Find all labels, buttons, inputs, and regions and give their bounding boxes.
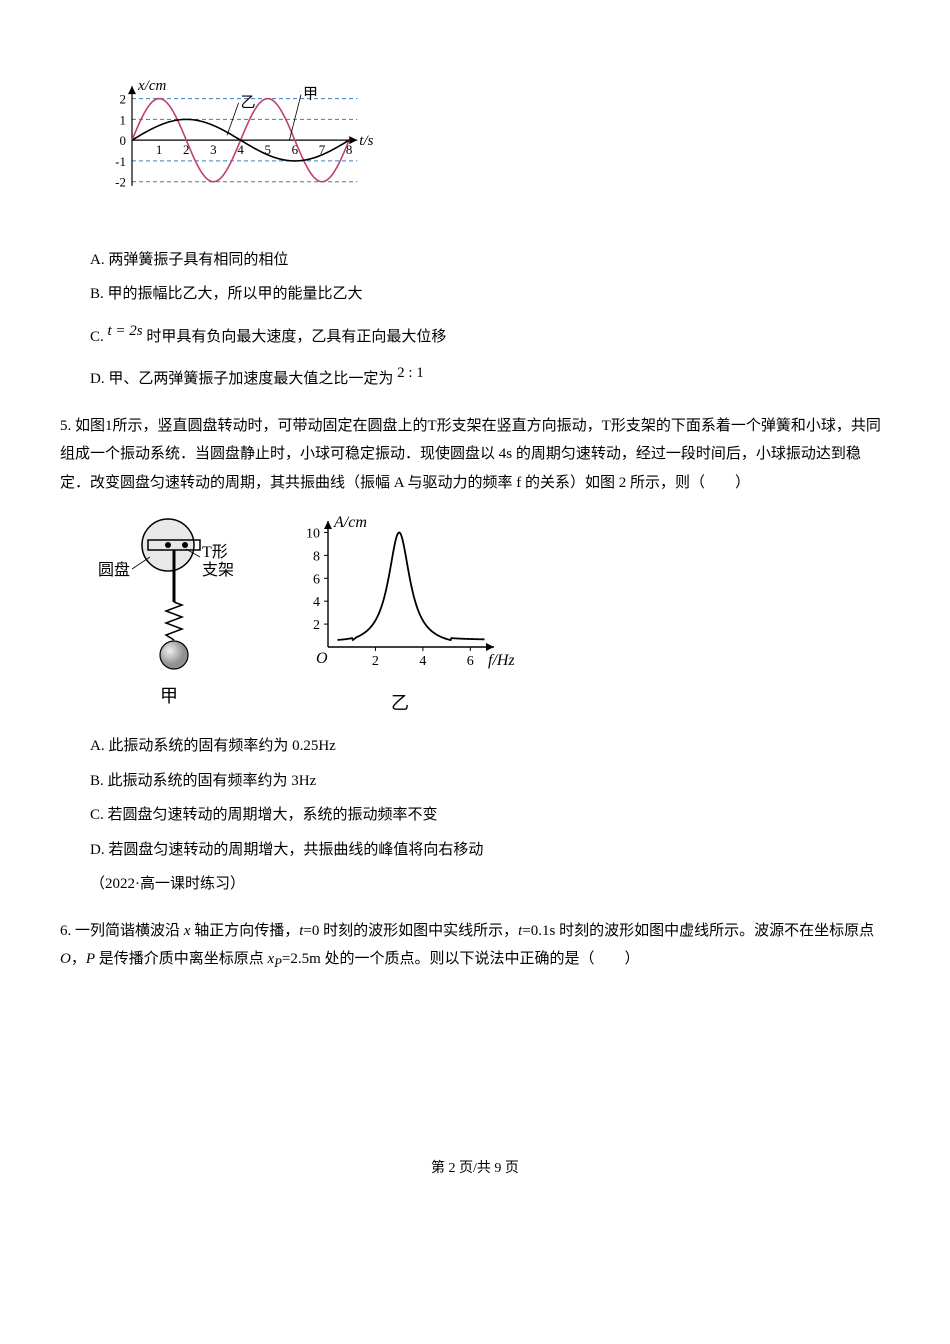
- svg-text:t/s: t/s: [359, 133, 373, 149]
- svg-text:A/cm: A/cm: [333, 514, 367, 531]
- q4-c-prefix: C.: [90, 329, 108, 345]
- q4-d-ratio: 2 : 1: [397, 365, 424, 381]
- svg-text:4: 4: [419, 654, 426, 669]
- q4-option-c: C. t = 2s 时甲具有负向最大速度，乙具有正向最大位移: [90, 323, 890, 352]
- svg-text:3: 3: [210, 142, 217, 157]
- q4-c-suffix: 时甲具有负向最大速度，乙具有正向最大位移: [143, 329, 447, 345]
- q5-a-text: 此振动系统的固有频率约为 0.25Hz: [108, 738, 336, 754]
- svg-text:T形: T形: [202, 543, 228, 561]
- svg-text:6: 6: [467, 654, 474, 669]
- q5-option-a: A. 此振动系统的固有频率约为 0.25Hz: [90, 732, 890, 761]
- q5-option-c: C. 若圆盘匀速转动的周期增大，系统的振动频率不变: [90, 801, 890, 830]
- svg-text:2: 2: [120, 92, 127, 107]
- svg-text:x/cm: x/cm: [137, 78, 166, 94]
- svg-text:4: 4: [313, 595, 320, 610]
- q4-d-prefix: D. 甲、乙两弹簧振子加速度最大值之比一定为: [90, 371, 397, 387]
- q6-text: 6. 一列简谐横波沿 x 轴正方向传播，t=0 时刻的波形如图中实线所示，t=0…: [60, 917, 890, 976]
- svg-text:甲: 甲: [160, 686, 178, 706]
- q4-option-a-text: 两弹簧振子具有相同的相位: [108, 252, 288, 268]
- q5-d-text: 若圆盘匀速转动的周期增大，共振曲线的峰值将向右移动: [108, 842, 483, 858]
- svg-text:1: 1: [120, 112, 127, 127]
- svg-text:支架: 支架: [202, 561, 234, 579]
- resonance-chart: 2 4 6 8 10 2 4 6 A/cm f/Hz O 乙: [284, 507, 514, 717]
- page-footer: 第 2 页/共 9 页: [60, 1156, 890, 1183]
- oscillation-chart: x/cmt/s12345678-2-1012甲乙: [90, 70, 400, 220]
- q5-text: 5. 如图1所示，竖直圆盘转动时，可带动固定在圆盘上的T形支架在竖直方向振动，T…: [60, 412, 890, 498]
- q4-option-d: D. 甲、乙两弹簧振子加速度最大值之比一定为 2 : 1: [90, 365, 890, 394]
- svg-text:10: 10: [306, 526, 320, 541]
- svg-text:2: 2: [313, 618, 320, 633]
- svg-text:甲: 甲: [303, 87, 318, 103]
- q4-option-b: B. 甲的振幅比乙大，所以甲的能量比乙大: [90, 280, 890, 309]
- q5-option-d: D. 若圆盘匀速转动的周期增大，共振曲线的峰值将向右移动: [90, 836, 890, 865]
- svg-text:0: 0: [120, 133, 127, 148]
- q5-option-b: B. 此振动系统的固有频率约为 3Hz: [90, 767, 890, 796]
- svg-text:1: 1: [156, 142, 163, 157]
- svg-text:O: O: [316, 650, 328, 667]
- q4-option-b-text: 甲的振幅比乙大，所以甲的能量比乙大: [108, 286, 363, 302]
- svg-text:6: 6: [313, 572, 320, 587]
- svg-text:2: 2: [372, 654, 379, 669]
- q5-figure: 圆盘 T形支架甲 2 4 6 8 10 2 4 6 A/cm f/Hz O 乙: [90, 507, 890, 717]
- svg-text:圆盘: 圆盘: [98, 560, 130, 579]
- q4-option-a: A. 两弹簧振子具有相同的相位: [90, 246, 890, 275]
- svg-text:f/Hz: f/Hz: [488, 652, 514, 669]
- q4-figure: x/cmt/s12345678-2-1012甲乙: [90, 70, 890, 231]
- apparatus-diagram: 圆盘 T形支架甲: [90, 507, 250, 717]
- q5-b-text: 此振动系统的固有频率约为 3Hz: [108, 773, 317, 789]
- svg-text:-2: -2: [115, 175, 126, 190]
- svg-text:8: 8: [313, 549, 320, 564]
- q5-c-text: 若圆盘匀速转动的周期增大，系统的振动频率不变: [108, 807, 438, 823]
- q5-note: （2022·高一课时练习）: [90, 870, 890, 899]
- svg-text:-1: -1: [115, 154, 126, 169]
- svg-text:乙: 乙: [241, 95, 256, 111]
- svg-text:乙: 乙: [391, 693, 409, 713]
- svg-text:6: 6: [292, 142, 299, 157]
- q4-c-expr: t = 2s: [108, 323, 143, 339]
